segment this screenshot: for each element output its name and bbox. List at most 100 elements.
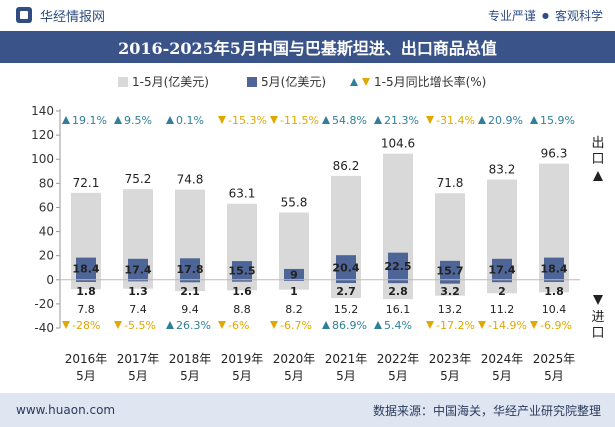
bar-import-cumulative <box>487 279 517 294</box>
label-import-monthly: 2 <box>498 285 506 298</box>
growth-export-up-triangle-icon <box>114 116 122 124</box>
growth-import: -6.7% <box>280 319 312 332</box>
slogan-right: 客观科学 <box>554 8 603 23</box>
bar-import-cumulative <box>175 279 205 292</box>
legend-swatch-cumulative <box>118 77 128 87</box>
x-axis-tick-label-year: 2025年 <box>533 352 576 366</box>
growth-import: 5.4% <box>384 319 412 332</box>
bar-import-monthly <box>388 279 408 284</box>
y-axis-tick-label: 0 <box>46 273 54 287</box>
growth-export: -11.5% <box>280 114 319 127</box>
growth-import: 86.9% <box>332 319 367 332</box>
y-axis-tick-label: 60 <box>39 200 54 214</box>
bar-import-monthly <box>128 279 148 282</box>
x-axis-tick-label-year: 2020年 <box>273 352 316 366</box>
label-export-cumulative: 96.3 <box>541 147 568 161</box>
bar-import-monthly <box>76 279 96 282</box>
label-import-cumulative: 10.4 <box>542 303 567 316</box>
x-axis-tick-label-year: 2018年 <box>169 352 212 366</box>
label-export-monthly: 22.5 <box>384 260 411 273</box>
label-export-cumulative: 55.8 <box>281 196 308 210</box>
bar-import-monthly <box>232 279 252 282</box>
growth-export: 19.1% <box>72 114 107 127</box>
bar-import-monthly <box>544 279 564 282</box>
legend-up-triangle-icon <box>350 78 358 86</box>
x-axis-tick-label-month: 5月 <box>284 369 304 383</box>
label-import-cumulative: 8.8 <box>233 303 251 316</box>
label-import-cumulative: 11.2 <box>490 303 515 316</box>
growth-export-up-triangle-icon <box>166 116 174 124</box>
bar-export-monthly <box>76 257 96 280</box>
side-label-export-2: 口 <box>591 152 604 167</box>
growth-import-down-triangle-icon <box>426 321 434 329</box>
growth-export-up-triangle-icon <box>322 116 330 124</box>
legend-label-growth: 1-5月同比增长率(%) <box>374 74 486 89</box>
slogan: 专业严谨 ● 客观科学 <box>488 7 603 24</box>
label-export-cumulative: 86.2 <box>333 159 360 173</box>
x-axis-tick-label-year: 2019年 <box>221 352 264 366</box>
x-axis-tick-label-month: 5月 <box>492 369 512 383</box>
label-export-cumulative: 75.2 <box>125 172 152 186</box>
label-import-cumulative: 7.8 <box>77 303 95 316</box>
x-axis-tick-label-year: 2017年 <box>117 352 160 366</box>
growth-import-up-triangle-icon <box>374 321 382 329</box>
bar-import-cumulative <box>279 279 309 290</box>
label-export-cumulative: 74.8 <box>177 173 204 187</box>
export-arrow-up-icon <box>593 171 603 181</box>
footer-website[interactable]: www.huaon.com <box>16 403 116 417</box>
growth-import: -6% <box>228 319 249 332</box>
label-import-cumulative: 15.2 <box>334 303 359 316</box>
top-bar: 华经情报网 专业严谨 ● 客观科学 <box>0 0 615 30</box>
growth-export-up-triangle-icon <box>530 116 538 124</box>
y-axis-tick-label: 100 <box>31 152 54 166</box>
growth-export: -31.4% <box>436 114 475 127</box>
label-export-monthly: 18.4 <box>540 263 567 276</box>
x-axis-tick-label-month: 5月 <box>232 369 252 383</box>
growth-export: 0.1% <box>176 114 204 127</box>
label-import-cumulative: 13.2 <box>438 303 463 316</box>
bar-export-cumulative <box>279 212 309 280</box>
growth-import: -5.5% <box>124 319 156 332</box>
side-label-export-1: 出 <box>591 136 604 151</box>
y-axis-tick-label: -40 <box>34 321 54 335</box>
y-axis-tick-label: 140 <box>31 104 54 118</box>
side-label-import-2: 口 <box>591 326 604 341</box>
label-import-monthly: 2.8 <box>388 285 408 298</box>
bar-import-monthly <box>180 279 200 283</box>
growth-export: -15.3% <box>228 114 267 127</box>
growth-export-down-triangle-icon <box>426 116 434 124</box>
label-export-cumulative: 63.1 <box>229 187 256 201</box>
x-axis-tick-label-year: 2016年 <box>65 352 108 366</box>
growth-import: -14.9% <box>488 319 527 332</box>
growth-import-down-triangle-icon <box>218 321 226 329</box>
x-axis-tick-label-month: 5月 <box>544 369 564 383</box>
label-export-cumulative: 104.6 <box>381 137 415 151</box>
label-export-monthly: 17.8 <box>176 263 203 276</box>
growth-import: -6.9% <box>540 319 572 332</box>
label-import-cumulative: 16.1 <box>386 303 411 316</box>
brand[interactable]: 华经情报网 <box>16 6 105 25</box>
bar-import-cumulative <box>539 279 569 293</box>
bar-import-monthly <box>336 279 356 284</box>
growth-import-up-triangle-icon <box>166 321 174 329</box>
growth-import: -28% <box>72 319 100 332</box>
growth-export: 9.5% <box>124 114 152 127</box>
bar-export-monthly <box>544 257 564 280</box>
growth-import-up-triangle-icon <box>322 321 330 329</box>
growth-import-down-triangle-icon <box>478 321 486 329</box>
x-axis-tick-label-year: 2023年 <box>429 352 472 366</box>
y-axis-tick-label: 120 <box>31 128 54 142</box>
label-import-monthly: 1.6 <box>232 285 252 298</box>
label-export-cumulative: 72.1 <box>73 176 100 190</box>
label-export-monthly: 15.5 <box>228 264 255 277</box>
bar-export-monthly <box>232 261 252 280</box>
bar-import-cumulative <box>435 279 465 296</box>
label-export-cumulative: 71.8 <box>437 176 464 190</box>
growth-import-down-triangle-icon <box>530 321 538 329</box>
footer-source: 数据来源：中国海关，华经产业研究院整理 <box>372 403 601 418</box>
label-export-monthly: 9 <box>290 268 298 281</box>
import-arrow-down-icon <box>593 295 603 305</box>
bar-export-monthly <box>180 258 200 280</box>
label-import-cumulative: 7.4 <box>129 303 147 316</box>
growth-export-down-triangle-icon <box>270 116 278 124</box>
